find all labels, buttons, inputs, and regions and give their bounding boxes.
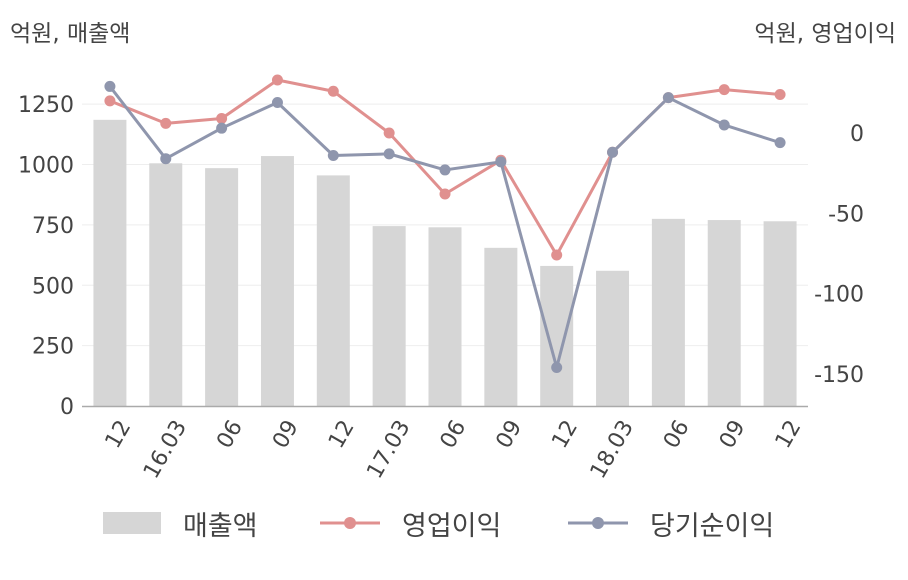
operating-profit-point bbox=[160, 117, 172, 129]
revenue-bar bbox=[205, 168, 239, 406]
net-income-point bbox=[160, 153, 172, 165]
revenue-bar bbox=[93, 119, 127, 406]
net-income-point bbox=[551, 361, 563, 373]
left-tick-label: 250 bbox=[32, 335, 74, 360]
operating-profit-point bbox=[551, 249, 563, 261]
revenue-bar bbox=[596, 270, 630, 406]
revenue-bar bbox=[484, 247, 518, 406]
operating-profit-point bbox=[383, 127, 395, 139]
right-tick-label: -50 bbox=[828, 202, 864, 227]
x-tick-label: 12 bbox=[771, 416, 807, 453]
left-axis-unit: 억원, 매출액 bbox=[10, 21, 131, 47]
legend-label-revenue: 매출액 bbox=[183, 510, 258, 542]
left-axis-ticks: 0 250 500 750 1000 1250 bbox=[18, 93, 74, 420]
net-income-point bbox=[327, 149, 339, 161]
profit-lines bbox=[104, 74, 786, 373]
net-income-point bbox=[718, 119, 730, 131]
x-tick-label: 12 bbox=[101, 416, 137, 453]
x-tick-label: 12 bbox=[324, 416, 360, 453]
x-tick-label: 12 bbox=[547, 416, 583, 453]
net-income-point bbox=[662, 92, 674, 104]
revenue-bar bbox=[651, 218, 685, 406]
legend-line-swatch-operating-profit bbox=[320, 517, 380, 529]
legend-item-revenue: 매출액 bbox=[103, 500, 258, 546]
left-tick-label: 1250 bbox=[18, 93, 74, 118]
operating-profit-point bbox=[216, 113, 228, 125]
revenue-bar bbox=[260, 156, 294, 406]
legend-label-net-income: 당기순이익 bbox=[650, 510, 775, 542]
net-income-point bbox=[495, 156, 507, 168]
x-tick-label: 06 bbox=[659, 416, 695, 453]
left-tick-label: 0 bbox=[60, 395, 74, 420]
legend-label-operating-profit: 영업이익 bbox=[402, 510, 502, 542]
x-tick-label: 09 bbox=[492, 416, 528, 453]
x-tick-label: 16.03 bbox=[139, 416, 192, 483]
operating-profit-point bbox=[718, 84, 730, 96]
right-axis-unit: 억원, 영업이익 bbox=[754, 21, 896, 47]
operating-profit-point bbox=[439, 188, 451, 200]
operating-profit-point bbox=[774, 88, 786, 100]
right-axis-ticks: 0 -50 -100 -150 bbox=[814, 122, 864, 388]
legend: 매출액 영업이익 당기순이익 bbox=[0, 500, 908, 546]
legend-line-swatch-net-income bbox=[568, 517, 628, 529]
right-tick-label: -150 bbox=[814, 363, 864, 388]
x-tick-label: 09 bbox=[715, 416, 751, 453]
operating-profit-point bbox=[104, 95, 116, 107]
x-tick-label: 18.03 bbox=[586, 416, 639, 483]
revenue-bar bbox=[428, 227, 462, 406]
net-income-point bbox=[607, 146, 619, 158]
right-tick-label: 0 bbox=[850, 122, 864, 147]
legend-bar-swatch bbox=[103, 512, 161, 534]
x-axis-ticks: 12 16.03 06 09 12 17.03 06 09 12 18.03 06 09 12 bbox=[101, 416, 807, 483]
revenue-bars bbox=[93, 119, 797, 406]
operating-profit-point bbox=[327, 85, 339, 97]
net-income-point bbox=[271, 96, 283, 108]
x-tick-label: 06 bbox=[436, 416, 472, 453]
legend-item-net-income: 당기순이익 bbox=[568, 500, 774, 546]
left-tick-label: 750 bbox=[32, 214, 74, 239]
left-tick-label: 1000 bbox=[18, 154, 74, 179]
revenue-bar bbox=[763, 221, 797, 406]
grid-lines bbox=[82, 103, 808, 347]
x-tick-label: 17.03 bbox=[362, 416, 415, 483]
x-tick-label: 06 bbox=[212, 416, 248, 453]
revenue-bar bbox=[316, 175, 350, 406]
revenue-bar bbox=[149, 163, 183, 406]
net-income-point bbox=[104, 80, 116, 92]
revenue-bar bbox=[372, 226, 406, 406]
x-tick-label: 09 bbox=[268, 416, 304, 453]
revenue-bar bbox=[707, 220, 741, 406]
net-income-point bbox=[774, 137, 786, 149]
net-income-point bbox=[383, 148, 395, 160]
operating-profit-point bbox=[271, 74, 283, 86]
legend-item-operating-profit: 영업이익 bbox=[320, 500, 501, 546]
left-tick-label: 500 bbox=[32, 274, 74, 299]
right-tick-label: -100 bbox=[814, 283, 864, 308]
revenue-bar bbox=[540, 265, 574, 406]
net-income-point bbox=[439, 164, 451, 176]
net-income-point bbox=[216, 122, 228, 134]
